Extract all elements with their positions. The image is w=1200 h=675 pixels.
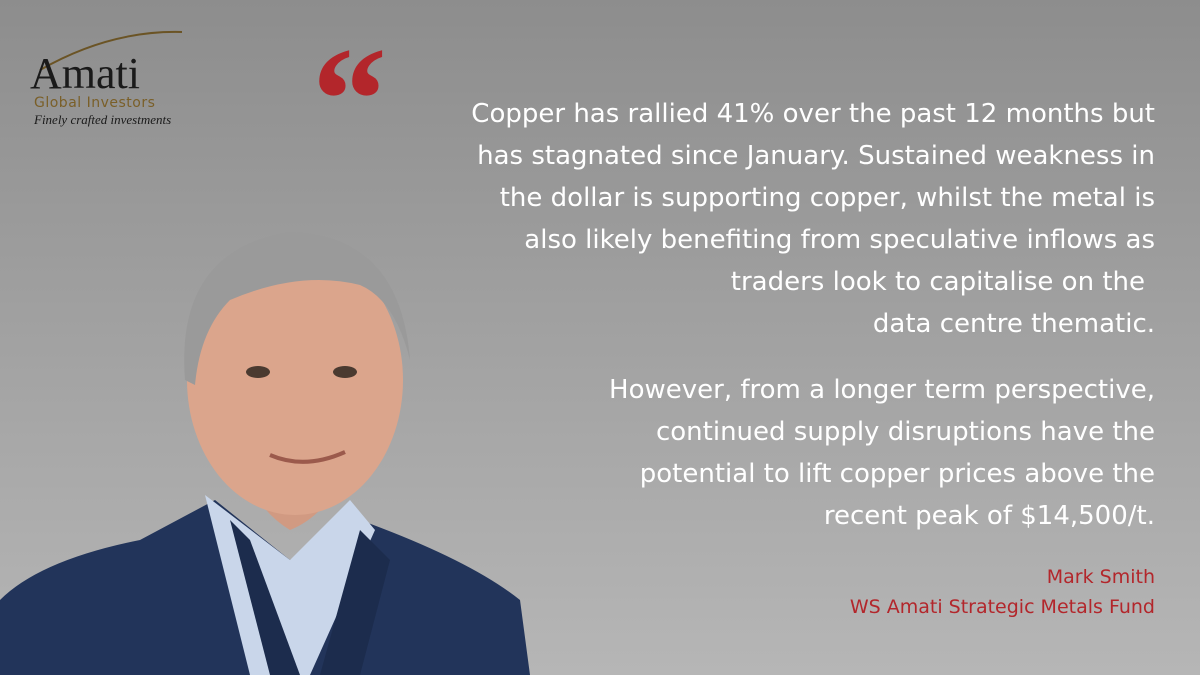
logo: Amati Global Investors Finely crafted in…	[30, 30, 183, 127]
quote-line: has stagnated since January. Sustained w…	[477, 141, 1155, 171]
quote-line: data centre thematic.	[873, 309, 1155, 339]
logo-name: Amati	[30, 49, 140, 98]
portrait	[0, 232, 530, 675]
quote-line: However, from a longer term perspective,	[609, 375, 1155, 405]
attribution-name: Mark Smith	[1047, 566, 1155, 588]
quote-line: the dollar is supporting copper, whilst …	[500, 183, 1155, 213]
quote-mark: “	[312, 17, 387, 183]
quote-line: Copper has rallied 41% over the past 12 …	[471, 99, 1155, 129]
attribution-fund: WS Amati Strategic Metals Fund	[850, 596, 1155, 618]
quote-line: potential to lift copper prices above th…	[640, 459, 1155, 489]
quote-line: traders look to capitalise on the	[731, 267, 1145, 297]
logo-tagline: Finely crafted investments	[33, 112, 171, 127]
quote-line: continued supply disruptions have the	[656, 417, 1155, 447]
quote-line: recent peak of $14,500/t.	[824, 501, 1155, 531]
logo-swoosh	[39, 30, 183, 71]
quote: Copper has rallied 41% over the past 12 …	[471, 99, 1155, 531]
logo-subtitle: Global Investors	[34, 95, 155, 111]
quote-line: also likely benefiting from speculative …	[524, 225, 1155, 255]
